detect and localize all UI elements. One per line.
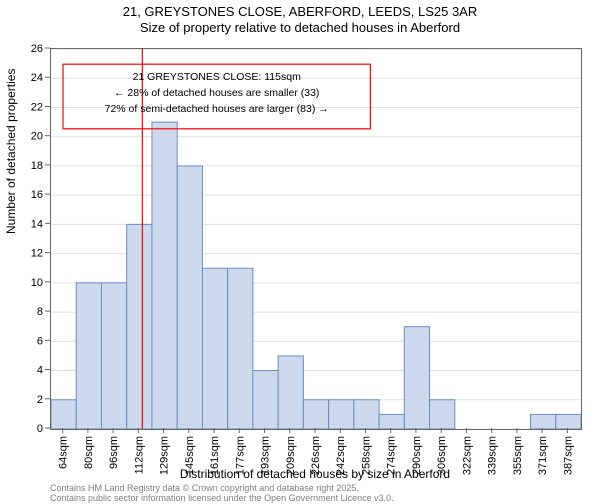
- bar: [354, 400, 379, 429]
- bar: [177, 166, 202, 429]
- bar: [51, 400, 76, 429]
- x-tick-label: 96sqm: [108, 436, 120, 469]
- title-line-1: 21, GREYSTONES CLOSE, ABERFORD, LEEDS, L…: [0, 4, 600, 19]
- y-tick-label: 12: [31, 248, 43, 260]
- attribution: Contains HM Land Registry data © Crown c…: [50, 484, 394, 504]
- bar: [556, 414, 581, 429]
- bar: [303, 400, 328, 429]
- annotation-line-3: 72% of semi-detached houses are larger (…: [105, 103, 329, 115]
- y-tick-label: 26: [31, 43, 43, 55]
- bar: [404, 327, 429, 429]
- footer-line-2: Contains public sector information licen…: [50, 494, 394, 504]
- y-tick-label: 4: [37, 365, 43, 377]
- bar: [228, 268, 253, 429]
- chart-container: { "title_line1": "21, GREYSTONES CLOSE, …: [0, 4, 600, 504]
- bar: [127, 224, 152, 429]
- bar: [202, 268, 227, 429]
- title-block: 21, GREYSTONES CLOSE, ABERFORD, LEEDS, L…: [0, 4, 600, 35]
- annotation-title: 21 GREYSTONES CLOSE: 115sqm: [133, 71, 302, 83]
- y-tick-label: 16: [31, 189, 43, 201]
- plot-svg: 21 GREYSTONES CLOSE: 115sqm ← 28% of deta…: [51, 49, 581, 429]
- y-tick-label: 20: [31, 131, 43, 143]
- plot-area: 21 GREYSTONES CLOSE: 115sqm ← 28% of deta…: [50, 48, 582, 430]
- bar: [152, 122, 177, 429]
- y-tick-label: 24: [31, 72, 43, 84]
- y-tick-label: 2: [37, 394, 43, 406]
- bar: [101, 283, 126, 429]
- bar: [329, 400, 354, 429]
- annotation-line-2: ← 28% of detached houses are smaller (33…: [114, 87, 319, 99]
- y-tick-label: 22: [31, 101, 43, 113]
- y-tick-label: 6: [37, 335, 43, 347]
- y-tick-label: 14: [31, 218, 43, 230]
- x-tick-label: 64sqm: [58, 436, 70, 469]
- bar: [76, 283, 101, 429]
- bar: [278, 356, 303, 429]
- y-tick-label: 10: [31, 277, 43, 289]
- bar: [430, 400, 455, 429]
- x-tick-label: 80sqm: [83, 436, 95, 469]
- bar: [253, 371, 278, 429]
- bar: [531, 414, 556, 429]
- y-tick-label: 18: [31, 160, 43, 172]
- bar: [379, 414, 404, 429]
- title-line-2: Size of property relative to detached ho…: [0, 20, 600, 35]
- x-axis-label: Distribution of detached houses by size …: [50, 467, 580, 481]
- y-tick-label: 8: [37, 306, 43, 318]
